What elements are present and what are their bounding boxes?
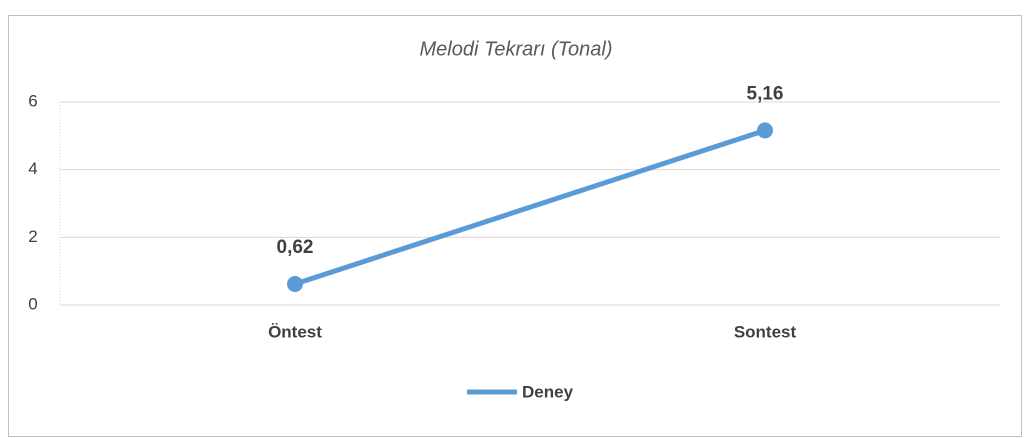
data-label: 5,16 — [747, 83, 784, 104]
point-marker — [757, 122, 773, 139]
series-line — [292, 127, 768, 287]
point-marker — [287, 276, 303, 293]
data-label: 0,62 — [277, 237, 314, 258]
y-tick-label: 2 — [28, 227, 37, 246]
chart-title: Melodi Tekrarı (Tonal) — [419, 38, 612, 60]
y-tick-label: 4 — [28, 159, 37, 178]
y-tick-label: 0 — [28, 294, 37, 313]
x-tick-label: Öntest — [268, 322, 322, 341]
legend-label: Deney — [522, 382, 574, 401]
x-tick-label: Sontest — [734, 322, 797, 341]
y-tick-label: 6 — [28, 91, 37, 110]
chart-frame — [8, 15, 1022, 437]
